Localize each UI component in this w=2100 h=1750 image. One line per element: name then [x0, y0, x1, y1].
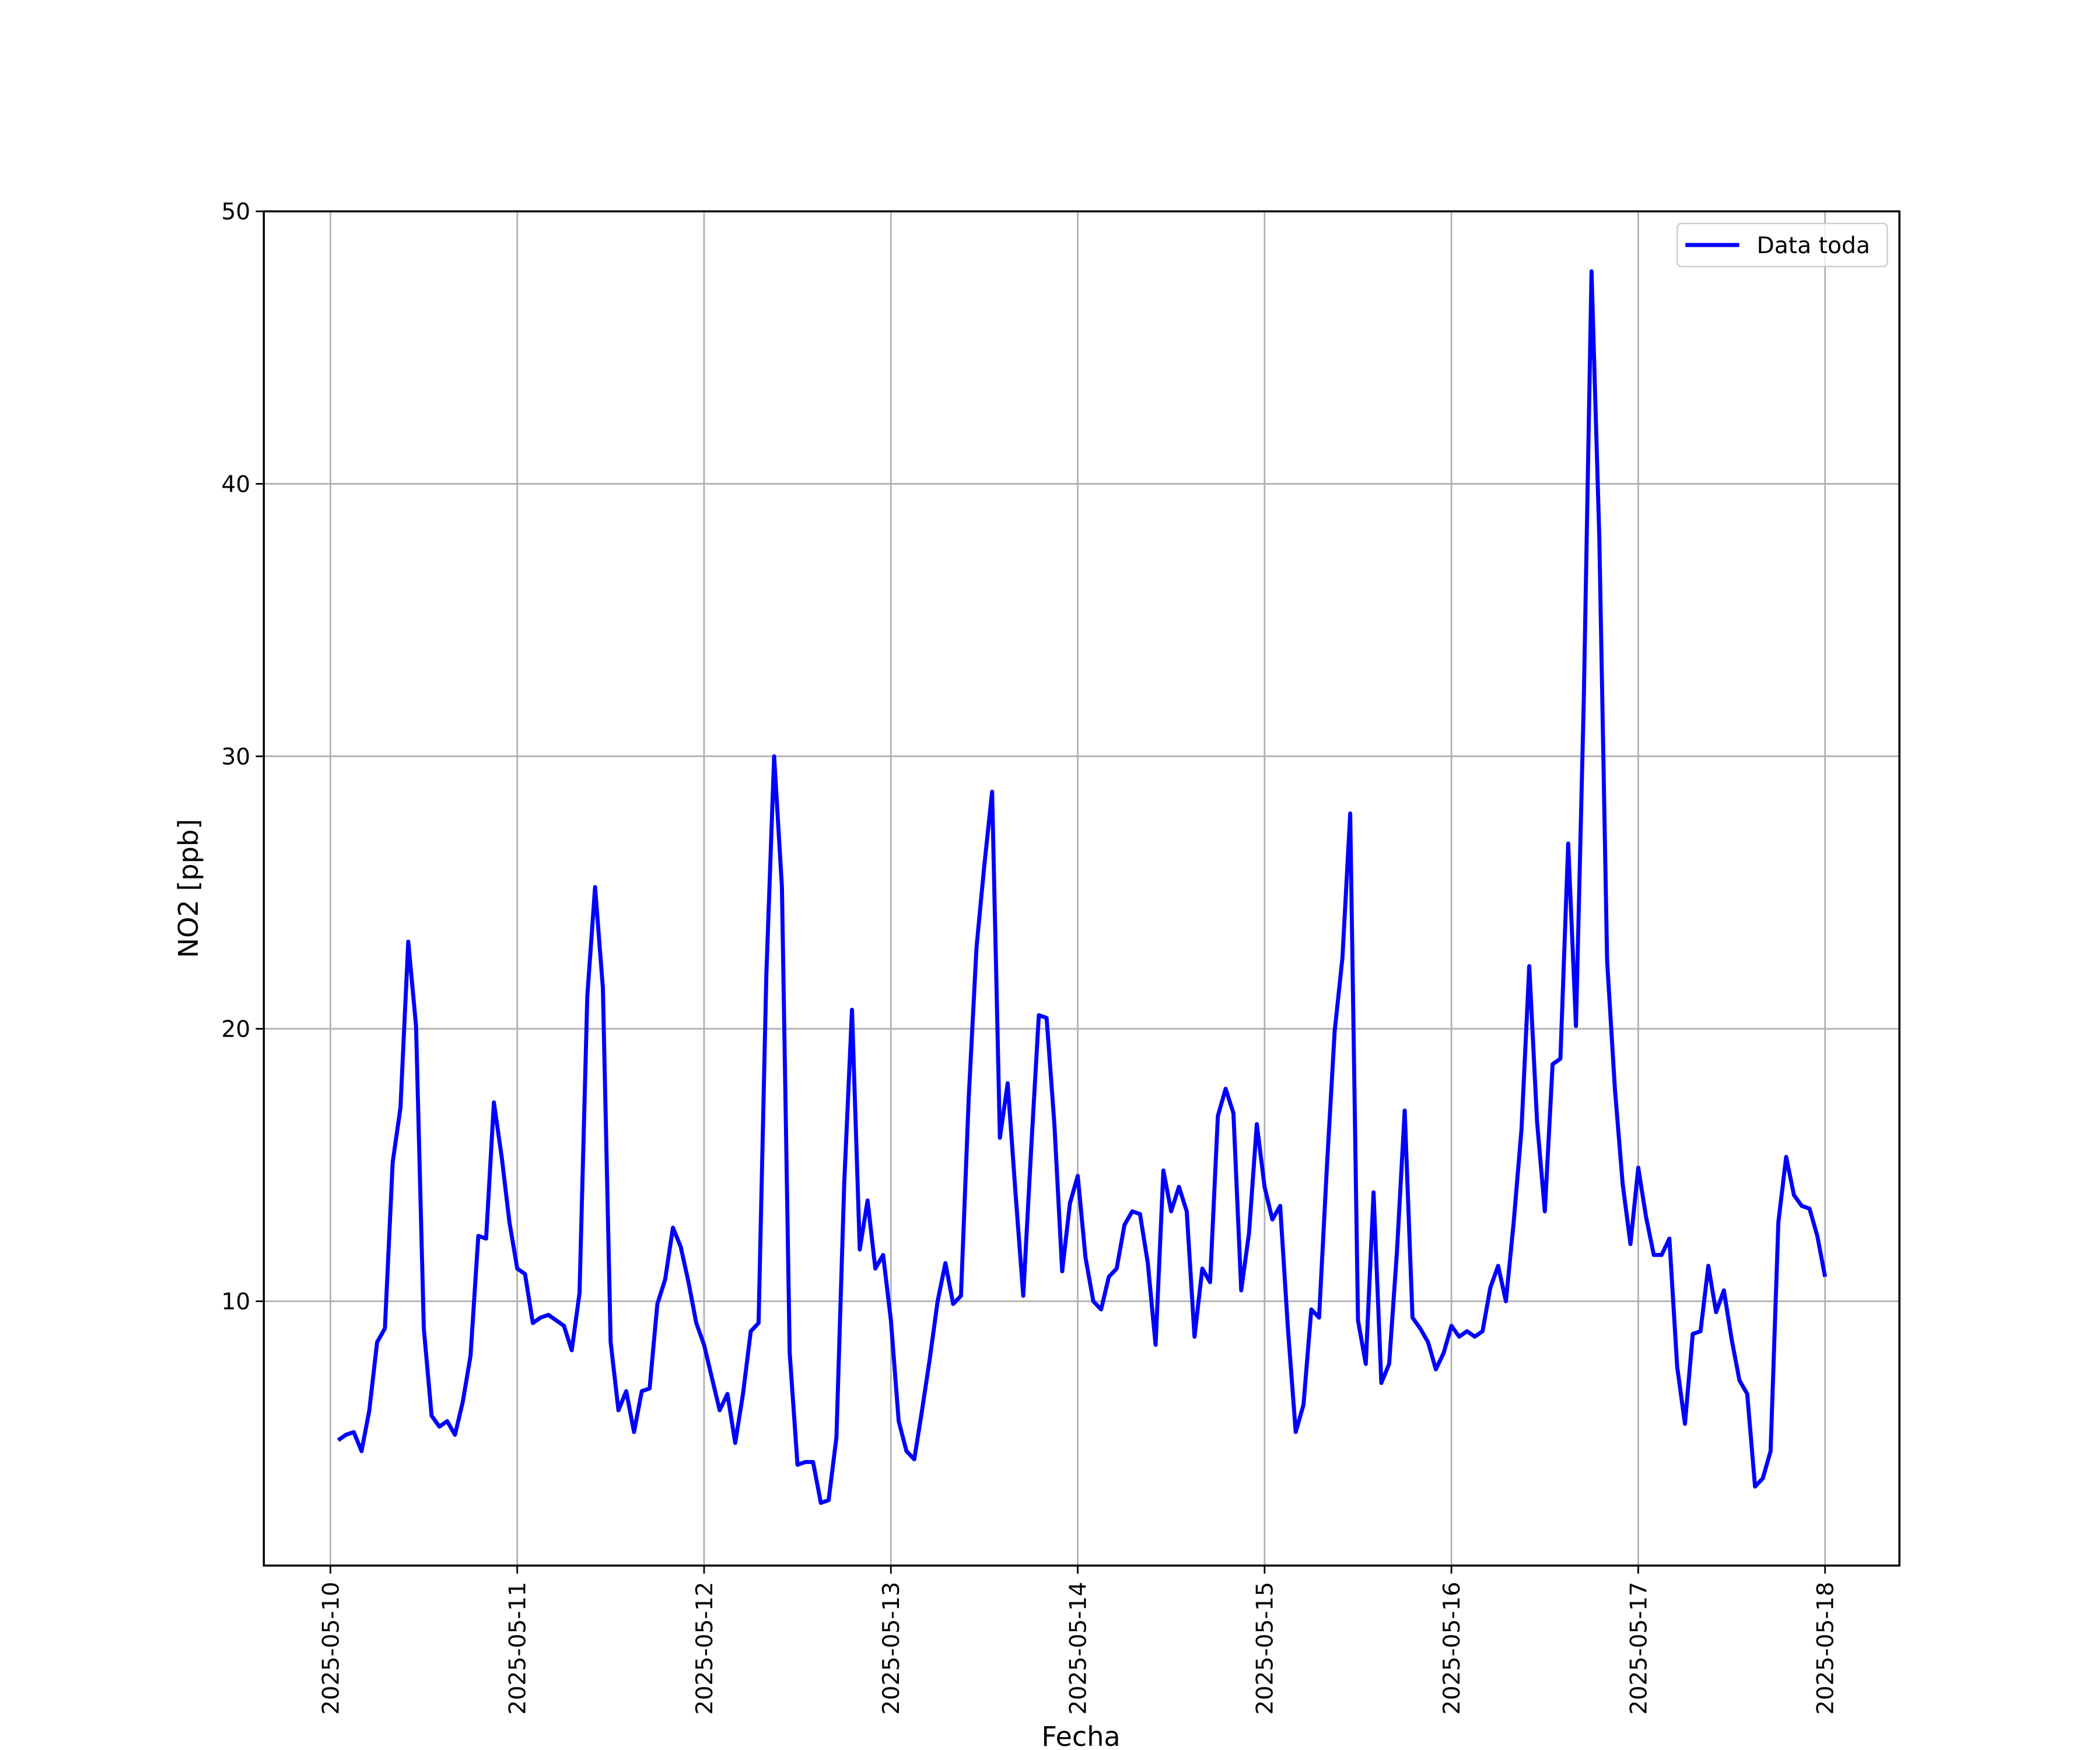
y-tick-label: 40	[221, 471, 250, 498]
x-axis-label: Fecha	[1041, 1721, 1120, 1750]
legend-label: Data toda	[1757, 233, 1870, 259]
x-tick-label: 2025-05-16	[1439, 1582, 1465, 1715]
y-tick-label: 50	[221, 199, 250, 225]
x-tick-label: 2025-05-11	[505, 1582, 531, 1715]
plot-frame	[262, 210, 1901, 1567]
legend-box	[1676, 222, 1888, 268]
data-line	[337, 269, 1828, 1505]
x-tick-label: 2025-05-13	[878, 1582, 905, 1715]
y-tick-label: 20	[221, 1016, 250, 1042]
x-tick-label: 2025-05-14	[1065, 1582, 1091, 1715]
y-axis-label: NO2 [ppb]	[173, 819, 204, 958]
x-tick-label: 2025-05-17	[1626, 1582, 1652, 1715]
x-tick-label: 2025-05-10	[318, 1582, 344, 1715]
y-tick-label: 10	[221, 1289, 250, 1315]
x-tick-label: 2025-05-15	[1252, 1582, 1279, 1715]
x-tick-label: 2025-05-18	[1813, 1582, 1839, 1715]
y-tick-label: 30	[221, 744, 250, 770]
x-tick-label: 2025-05-12	[692, 1582, 718, 1715]
